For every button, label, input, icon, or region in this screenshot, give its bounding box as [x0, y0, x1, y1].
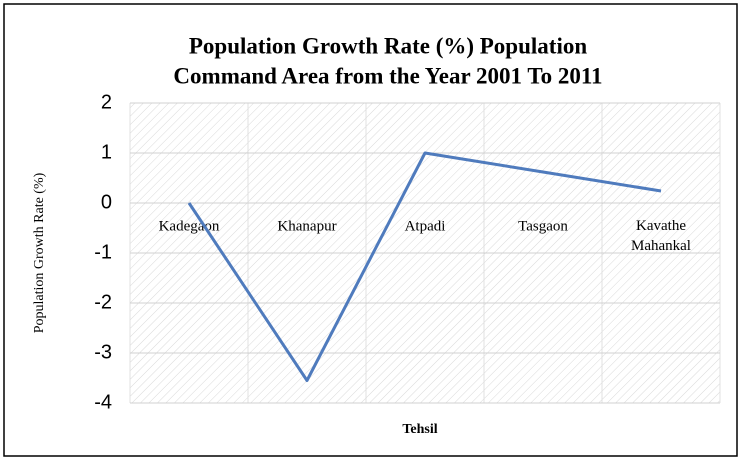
x-tick-label: Kadegaon	[159, 218, 220, 234]
y-tick-label: -3	[94, 341, 112, 363]
y-tick-label: -4	[94, 391, 112, 413]
x-axis-label: Tehsil	[402, 422, 437, 437]
x-tick-label: Khanapur	[277, 218, 336, 234]
y-tick-label: -2	[94, 291, 112, 313]
y-tick-label: 2	[101, 91, 112, 113]
line-series	[187, 151, 662, 382]
chart-title: Population Growth Rate (%) Population	[189, 33, 587, 58]
y-tick-label: -1	[94, 241, 112, 263]
y-tick-label: 1	[101, 141, 112, 163]
x-tick-label: Kavathe Mahankal	[631, 218, 691, 254]
y-axis-label: Population Growth Rate (%)	[32, 172, 47, 333]
x-tick-label: Atpadi	[405, 218, 446, 234]
chart-title: Command Area from the Year 2001 To 2011	[173, 63, 602, 88]
y-tick-label: 0	[101, 191, 112, 213]
x-tick-label: Tasgaon	[518, 218, 568, 234]
